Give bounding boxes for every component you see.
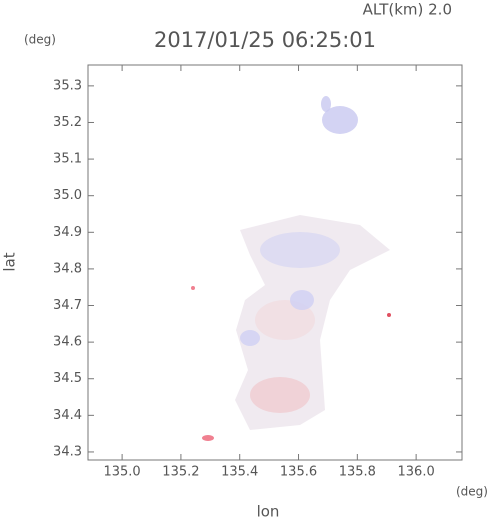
y-tick-label: 35.1 (53, 152, 82, 167)
y-tick-label: 34.9 (53, 225, 82, 240)
y-tick-label: 34.3 (53, 444, 82, 459)
y-tick-label: 35.3 (53, 78, 82, 93)
y-unit: (deg) (24, 33, 56, 47)
x-tick-label: 135.8 (339, 465, 376, 480)
chart-title: 2017/01/25 06:25:01 (154, 28, 376, 52)
x-tick-label: 136.0 (398, 465, 435, 480)
echo-field (191, 96, 391, 441)
annotation: ALT(km) 2.0 (363, 1, 452, 19)
y-tick-label: 34.6 (53, 335, 82, 350)
y-tick-label: 34.7 (53, 298, 82, 313)
y-tick-label: 35.2 (53, 115, 82, 130)
y-tick-label: 34.8 (53, 261, 82, 276)
x-unit: (deg) (456, 485, 488, 499)
plot-frame (87, 64, 463, 461)
x-tick-label: 135.6 (280, 465, 317, 480)
x-tick-label: 135.0 (103, 465, 140, 480)
y-tick-label: 34.4 (53, 408, 82, 423)
x-tick-label: 135.2 (162, 465, 199, 480)
y-tick-label: 34.5 (53, 371, 82, 386)
y-tick-label: 35.0 (53, 188, 82, 203)
x-tick-label: 135.4 (221, 465, 258, 480)
x-axis-label: lon (257, 503, 280, 521)
y-axis-label: lat (1, 252, 19, 271)
